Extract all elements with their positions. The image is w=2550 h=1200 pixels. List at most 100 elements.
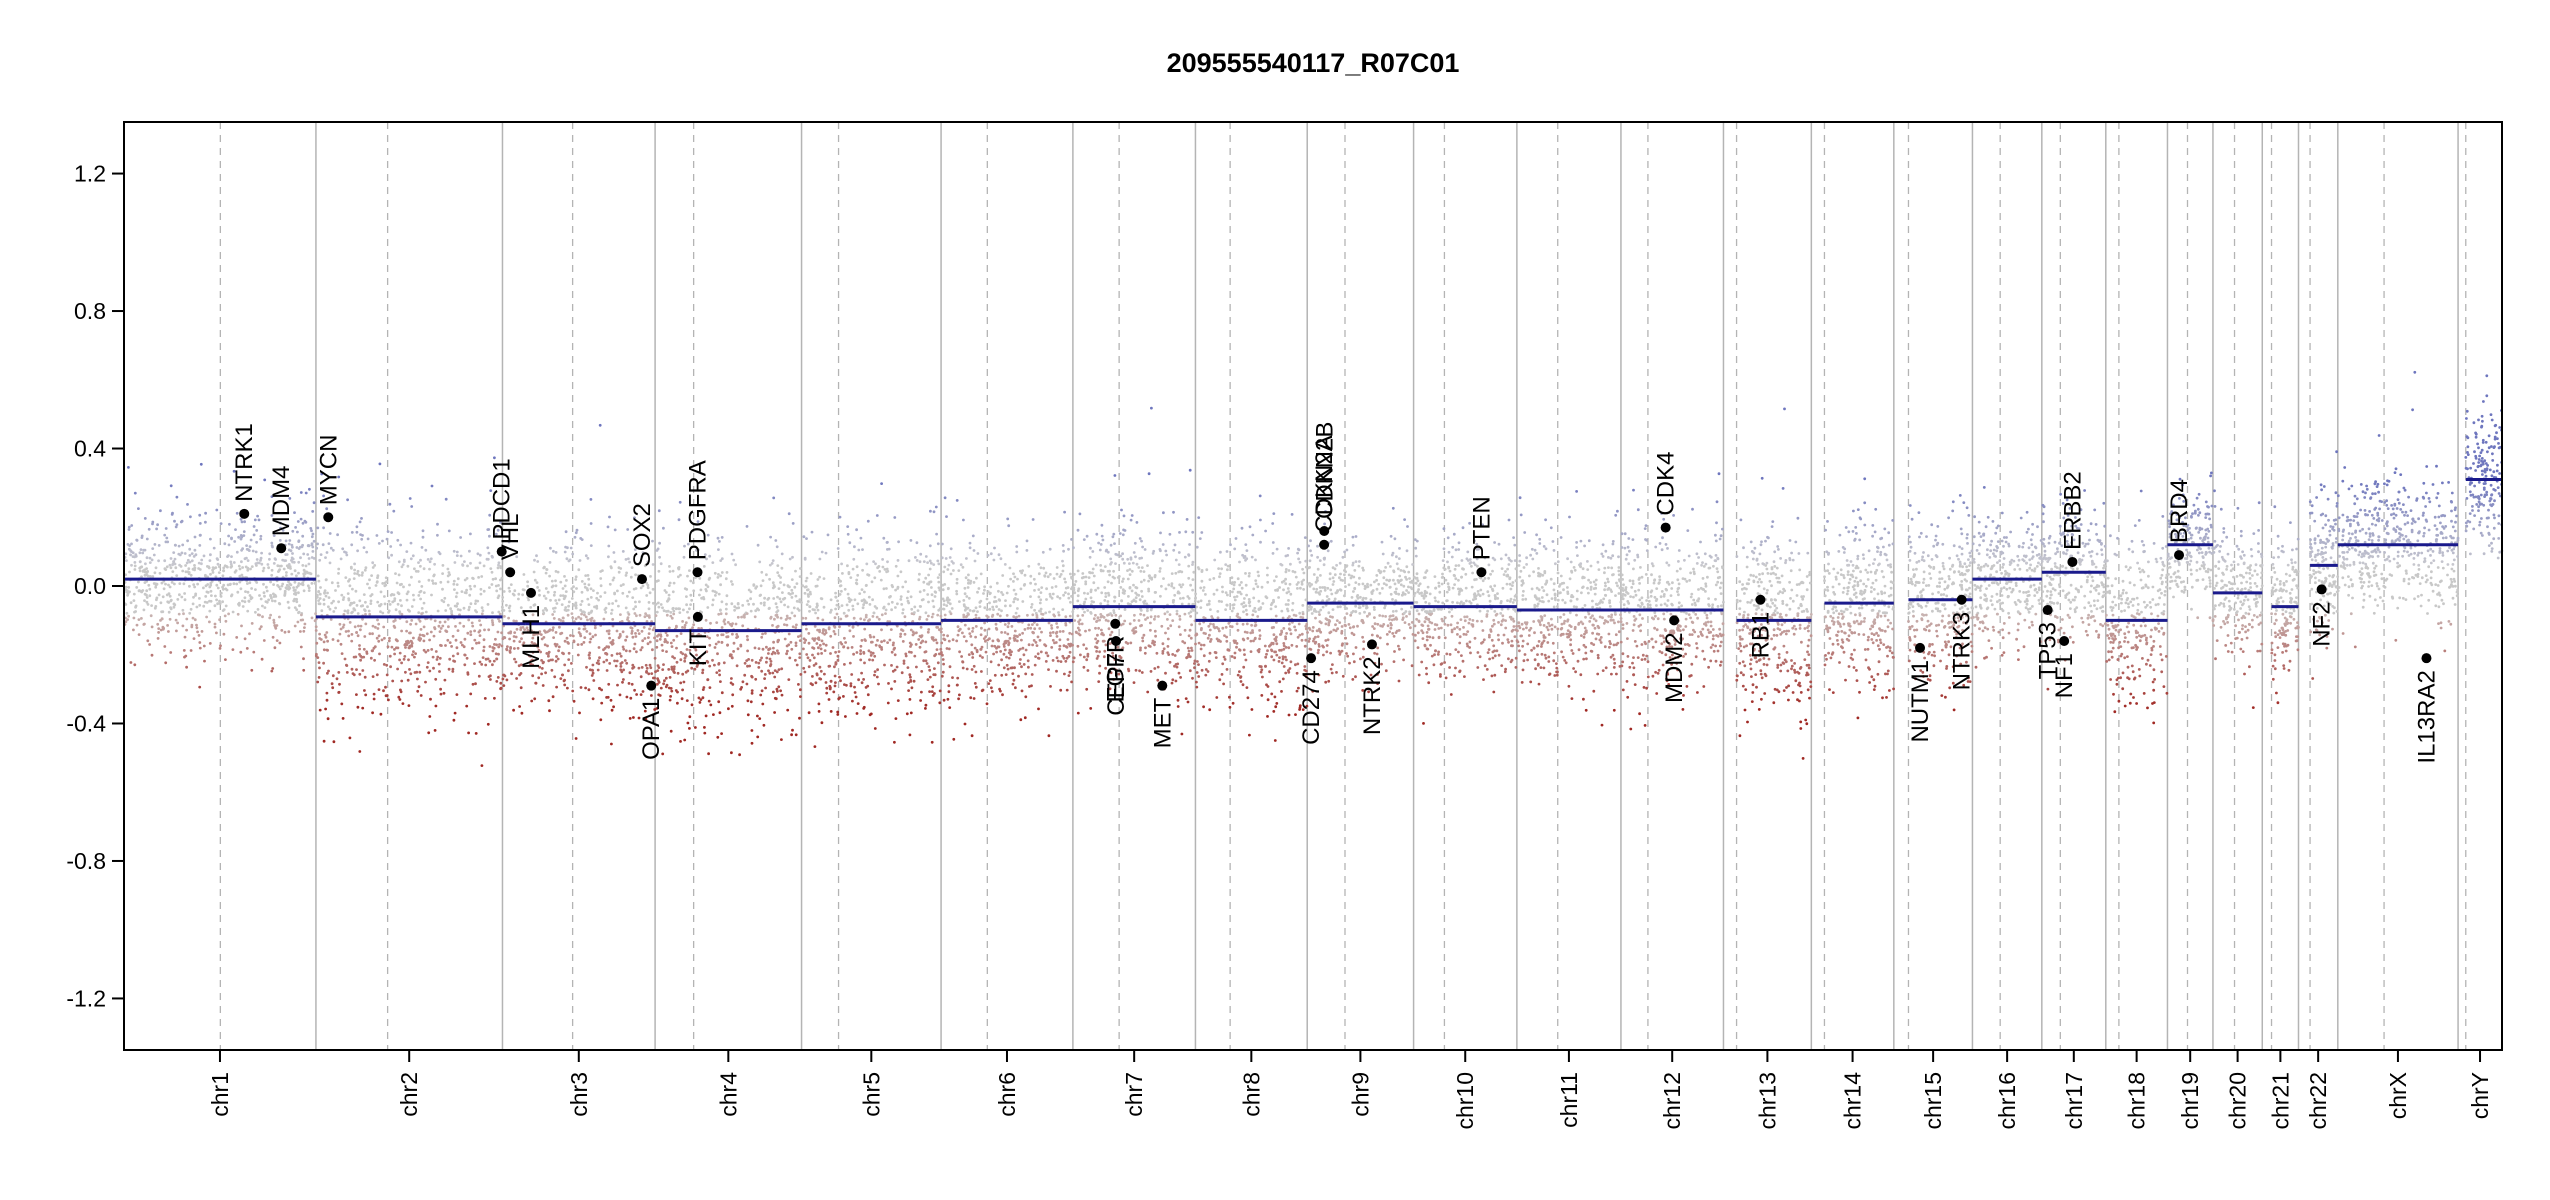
probe-point (648, 627, 651, 631)
probe-point (967, 596, 971, 600)
probe-point (133, 610, 136, 614)
probe-point (508, 609, 512, 613)
probe-point (1270, 655, 1274, 659)
probe-point (471, 682, 475, 686)
probe-point (782, 583, 786, 587)
probe-point (992, 652, 995, 656)
probe-point (962, 518, 965, 522)
probe-point (615, 659, 619, 663)
probe-point (1022, 663, 1026, 666)
probe-point (1191, 563, 1194, 566)
probe-point (1207, 599, 1211, 603)
probe-point (694, 726, 697, 729)
probe-point (863, 590, 866, 594)
probe-point (595, 604, 599, 608)
probe-point (184, 570, 188, 574)
probe-point (320, 609, 324, 613)
probe-point (339, 642, 343, 646)
probe-point (997, 589, 1000, 593)
probe-point (1130, 569, 1134, 573)
probe-point (990, 686, 993, 690)
probe-point (1095, 650, 1098, 653)
probe-point (1169, 624, 1173, 628)
probe-point (570, 662, 573, 665)
probe-point (500, 644, 504, 648)
probe-point (887, 547, 891, 551)
probe-point (1212, 623, 1215, 626)
probe-point (163, 645, 167, 648)
probe-point (959, 563, 963, 567)
probe-point (1226, 564, 1230, 568)
probe-point (973, 646, 977, 650)
probe-point (678, 607, 681, 611)
probe-point (382, 663, 386, 666)
probe-point (363, 635, 367, 638)
probe-point (653, 636, 656, 640)
probe-point (798, 716, 801, 720)
probe-point (428, 715, 432, 718)
probe-point (491, 555, 494, 559)
probe-point (564, 530, 568, 534)
probe-point (701, 671, 704, 675)
probe-point (509, 647, 512, 650)
probe-point (934, 505, 938, 509)
probe-point (1228, 705, 1232, 709)
probe-point (1014, 686, 1017, 690)
probe-point (1232, 603, 1236, 606)
probe-point (1061, 544, 1065, 547)
probe-point (624, 574, 628, 577)
probe-point (1157, 615, 1160, 618)
probe-point (494, 584, 498, 588)
probe-point (364, 566, 368, 570)
probe-point (658, 694, 662, 697)
probe-point (762, 603, 766, 607)
probe-point (521, 588, 525, 591)
probe-point (1098, 671, 1101, 675)
probe-point (199, 533, 202, 537)
probe-point (1189, 636, 1193, 640)
probe-point (409, 672, 413, 676)
probe-point (418, 619, 422, 623)
probe-point (787, 512, 791, 516)
probe-point (669, 614, 673, 618)
probe-point (659, 686, 663, 690)
probe-point (855, 712, 859, 715)
probe-point (371, 711, 374, 715)
probe-point (195, 605, 199, 609)
probe-point (344, 551, 348, 554)
probe-point (397, 695, 401, 699)
probe-point (507, 606, 511, 610)
probe-point (928, 668, 932, 672)
probe-point (189, 649, 193, 652)
probe-point (403, 655, 407, 658)
probe-point (764, 632, 767, 635)
probe-point (128, 544, 132, 547)
probe-point (625, 695, 629, 699)
probe-point (1286, 554, 1290, 557)
probe-point (1236, 612, 1240, 616)
probe-point (1076, 589, 1080, 593)
probe-point (373, 658, 376, 662)
probe-point (685, 603, 688, 607)
probe-point (420, 612, 423, 616)
probe-point (894, 717, 898, 720)
probe-point (612, 551, 616, 554)
probe-point (1187, 554, 1191, 557)
probe-point (232, 469, 236, 473)
probe-point (578, 559, 582, 562)
probe-point (469, 561, 472, 565)
probe-point (1213, 558, 1217, 562)
probe-point (1284, 570, 1288, 574)
probe-point (1171, 653, 1175, 656)
probe-point (597, 659, 600, 662)
probe-point (641, 584, 645, 588)
probe-point (655, 610, 659, 614)
probe-point (1122, 591, 1125, 595)
probe-point (284, 559, 288, 562)
probe-point (1137, 619, 1141, 622)
probe-point (1037, 657, 1041, 660)
probe-point (1295, 645, 1299, 648)
probe-point (486, 722, 490, 726)
probe-point (862, 650, 866, 654)
probe-point (692, 659, 696, 663)
